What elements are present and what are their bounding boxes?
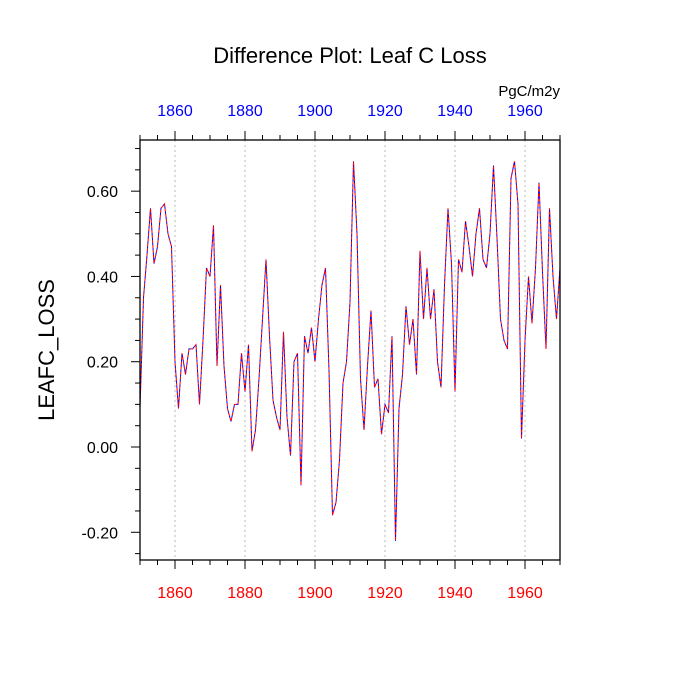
x-tick-label-top-1900: 1900 — [297, 103, 333, 120]
y-axis-label: LEAFC_LOSS — [34, 279, 59, 421]
series-lines — [139, 161, 561, 541]
series-line-blue — [139, 161, 561, 541]
units-label: PgC/m2y — [498, 83, 560, 100]
axis-ticks — [131, 131, 561, 569]
x-tick-label-top-1880: 1880 — [227, 103, 263, 120]
x-tick-label-bottom-1940: 1940 — [437, 585, 473, 602]
y-tick-label-0.40: 0.40 — [87, 269, 118, 286]
x-tick-label-bottom-1900: 1900 — [297, 585, 333, 602]
y-tick-label-0.00: 0.00 — [87, 440, 118, 457]
x-tick-label-bottom-1920: 1920 — [367, 585, 403, 602]
plot-frame — [139, 139, 561, 561]
x-tick-label-top-1960: 1960 — [507, 103, 543, 120]
x-tick-label-bottom-1880: 1880 — [227, 585, 263, 602]
y-tick-label-0.60: 0.60 — [87, 184, 118, 201]
grid-lines — [174, 140, 526, 560]
x-tick-label-bottom-1860: 1860 — [157, 585, 193, 602]
x-tick-label-top-1920: 1920 — [367, 103, 403, 120]
x-tick-label-bottom-1960: 1960 — [507, 585, 543, 602]
x-tick-label-top-1940: 1940 — [437, 103, 473, 120]
chart-title: Difference Plot: Leaf C Loss — [213, 43, 487, 68]
y-tick-label--0.20: -0.20 — [82, 525, 119, 542]
x-tick-label-top-1860: 1860 — [157, 103, 193, 120]
series-line-red — [139, 161, 561, 541]
tick-labels: 1860 1860 1880 1880 1900 1900 1920 1920 1940 1940… — [82, 103, 543, 602]
y-tick-label-0.20: 0.20 — [87, 355, 118, 372]
